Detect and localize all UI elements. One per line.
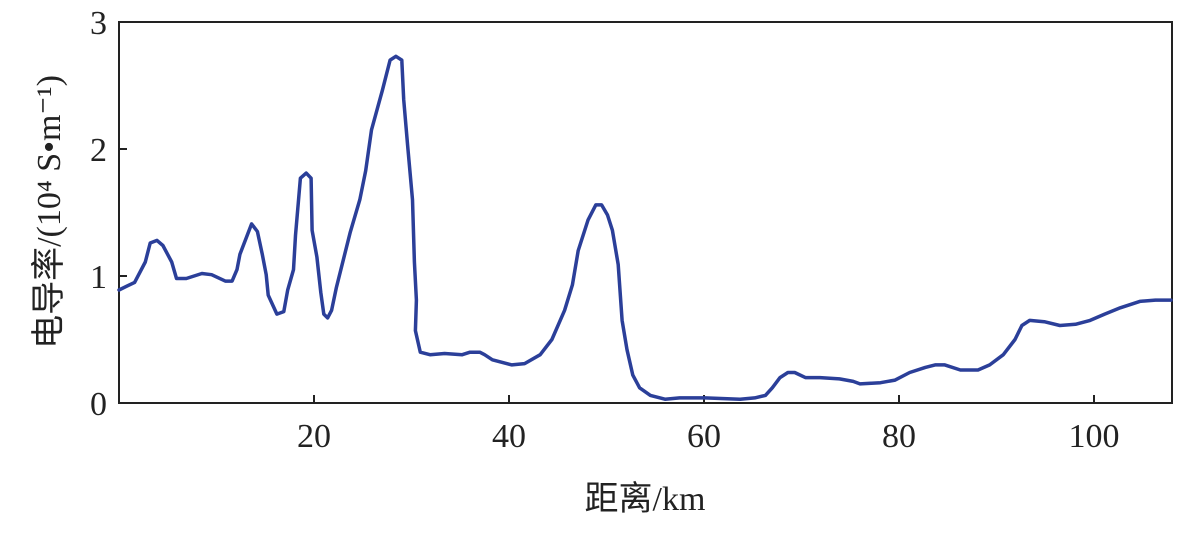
data-line [117,54,1173,401]
y-tick-label: 0 [90,386,107,423]
x-tick-label: 80 [882,418,916,455]
x-tick-label: 100 [1069,418,1120,455]
x-tick-label: 20 [297,418,331,455]
x-tick-label: 40 [492,418,526,455]
plot-frame [118,21,1173,404]
y-tick-label: 1 [90,259,107,296]
x-tick-label: 60 [687,418,721,455]
y-axis-label: 电导率/(10⁴ S•m⁻¹) [30,75,68,349]
y-tick-label: 3 [90,5,107,42]
x-axis-label: 距离/km [585,480,706,518]
y-tick-label: 2 [90,132,107,169]
